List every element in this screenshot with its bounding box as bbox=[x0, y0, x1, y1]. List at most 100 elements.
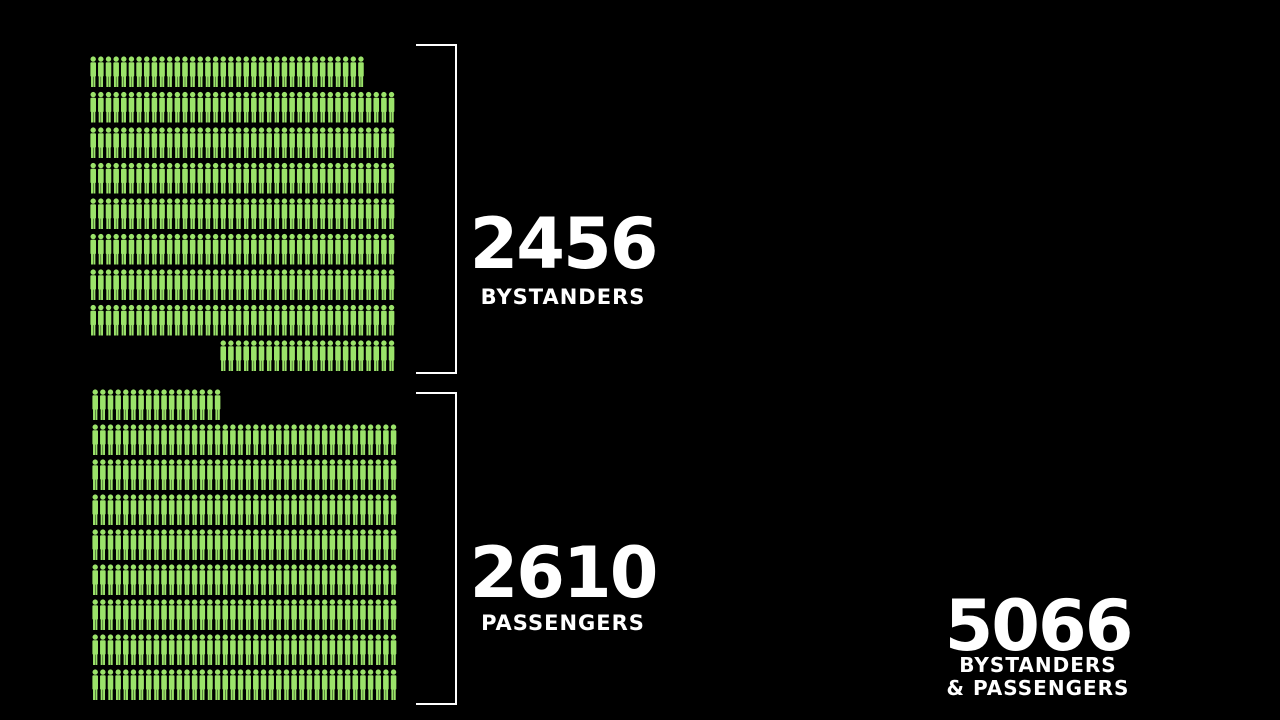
person-icon bbox=[214, 599, 221, 630]
bracket bbox=[416, 44, 457, 374]
bracket bbox=[416, 392, 457, 705]
person-icon bbox=[321, 634, 328, 665]
person-icon bbox=[360, 494, 366, 525]
person-icon bbox=[304, 340, 311, 371]
person-icon bbox=[298, 669, 305, 700]
person-icon bbox=[358, 304, 364, 336]
person-icon bbox=[350, 269, 357, 300]
person-icon bbox=[342, 340, 349, 371]
person-icon bbox=[258, 304, 265, 336]
person-icon bbox=[381, 304, 387, 336]
person-icon bbox=[121, 127, 127, 158]
person-icon bbox=[145, 669, 152, 700]
person-icon bbox=[251, 269, 257, 300]
person-icon bbox=[130, 634, 137, 665]
person-icon bbox=[298, 529, 305, 560]
person-icon bbox=[321, 529, 328, 560]
person-icon bbox=[245, 669, 251, 700]
person-icon bbox=[337, 424, 343, 455]
person-icon bbox=[168, 529, 175, 560]
person-icon bbox=[327, 233, 334, 265]
person-icon bbox=[107, 529, 114, 560]
person-icon bbox=[388, 198, 395, 229]
person-icon bbox=[291, 669, 297, 700]
person-icon bbox=[159, 269, 165, 300]
person-icon bbox=[207, 424, 213, 455]
person-icon bbox=[342, 127, 349, 158]
person-icon bbox=[306, 564, 313, 595]
person-icon bbox=[251, 304, 257, 336]
group-count: 2456 bbox=[470, 203, 657, 285]
person-icon bbox=[205, 269, 211, 300]
group-label: BYSTANDERS bbox=[481, 285, 646, 309]
person-icon bbox=[296, 127, 303, 158]
person-icon bbox=[235, 233, 242, 265]
person-icon bbox=[145, 564, 152, 595]
person-icon bbox=[335, 340, 341, 371]
person-icon bbox=[306, 669, 313, 700]
person-icon bbox=[337, 494, 343, 525]
person-icon bbox=[373, 127, 380, 158]
person-icon bbox=[237, 494, 244, 525]
person-icon bbox=[100, 424, 106, 455]
person-icon bbox=[98, 91, 104, 123]
person-icon bbox=[304, 269, 311, 300]
person-icon bbox=[283, 424, 290, 455]
person-icon bbox=[383, 669, 389, 700]
person-icon bbox=[306, 634, 313, 665]
person-icon bbox=[367, 424, 374, 455]
person-icon bbox=[90, 56, 96, 87]
person-icon bbox=[212, 91, 219, 123]
person-icon bbox=[319, 269, 326, 300]
person-icon bbox=[383, 564, 389, 595]
person-icon bbox=[337, 669, 343, 700]
person-icon bbox=[222, 669, 229, 700]
person-icon bbox=[358, 233, 364, 265]
person-icon bbox=[245, 599, 251, 630]
person-icon bbox=[260, 564, 267, 595]
person-icon bbox=[306, 459, 313, 490]
person-icon bbox=[245, 529, 251, 560]
person-icon bbox=[258, 127, 265, 158]
person-icon bbox=[130, 459, 137, 490]
person-icon bbox=[153, 459, 160, 490]
person-icon bbox=[189, 56, 196, 87]
person-icon bbox=[352, 424, 359, 455]
person-icon bbox=[166, 127, 173, 158]
person-icon bbox=[388, 127, 395, 158]
person-icon bbox=[105, 56, 112, 87]
person-icon bbox=[212, 233, 219, 265]
person-icon bbox=[207, 529, 213, 560]
person-icon bbox=[390, 669, 397, 700]
person-icon bbox=[222, 634, 229, 665]
person-icon bbox=[360, 529, 366, 560]
person-icon bbox=[100, 494, 106, 525]
person-icon bbox=[105, 127, 112, 158]
person-icon bbox=[289, 127, 295, 158]
person-icon bbox=[268, 599, 274, 630]
person-icon bbox=[220, 127, 227, 158]
person-icon bbox=[283, 459, 290, 490]
person-icon bbox=[168, 564, 175, 595]
person-icon bbox=[92, 599, 98, 630]
person-icon bbox=[214, 669, 221, 700]
person-icon bbox=[358, 162, 364, 194]
person-icon bbox=[296, 304, 303, 336]
person-icon bbox=[344, 459, 351, 490]
person-icon bbox=[105, 198, 112, 229]
person-icon bbox=[253, 669, 259, 700]
person-icon bbox=[123, 494, 129, 525]
person-icon bbox=[260, 634, 267, 665]
person-icon bbox=[191, 389, 198, 420]
person-icon bbox=[258, 233, 265, 265]
person-icon bbox=[212, 162, 219, 194]
person-icon bbox=[184, 529, 190, 560]
person-icon bbox=[327, 340, 334, 371]
person-icon bbox=[350, 56, 357, 87]
person-icon bbox=[266, 56, 272, 87]
person-icon bbox=[90, 198, 96, 229]
person-icon bbox=[121, 269, 127, 300]
person-icon bbox=[182, 233, 188, 265]
person-icon bbox=[337, 459, 343, 490]
person-icon bbox=[251, 56, 257, 87]
